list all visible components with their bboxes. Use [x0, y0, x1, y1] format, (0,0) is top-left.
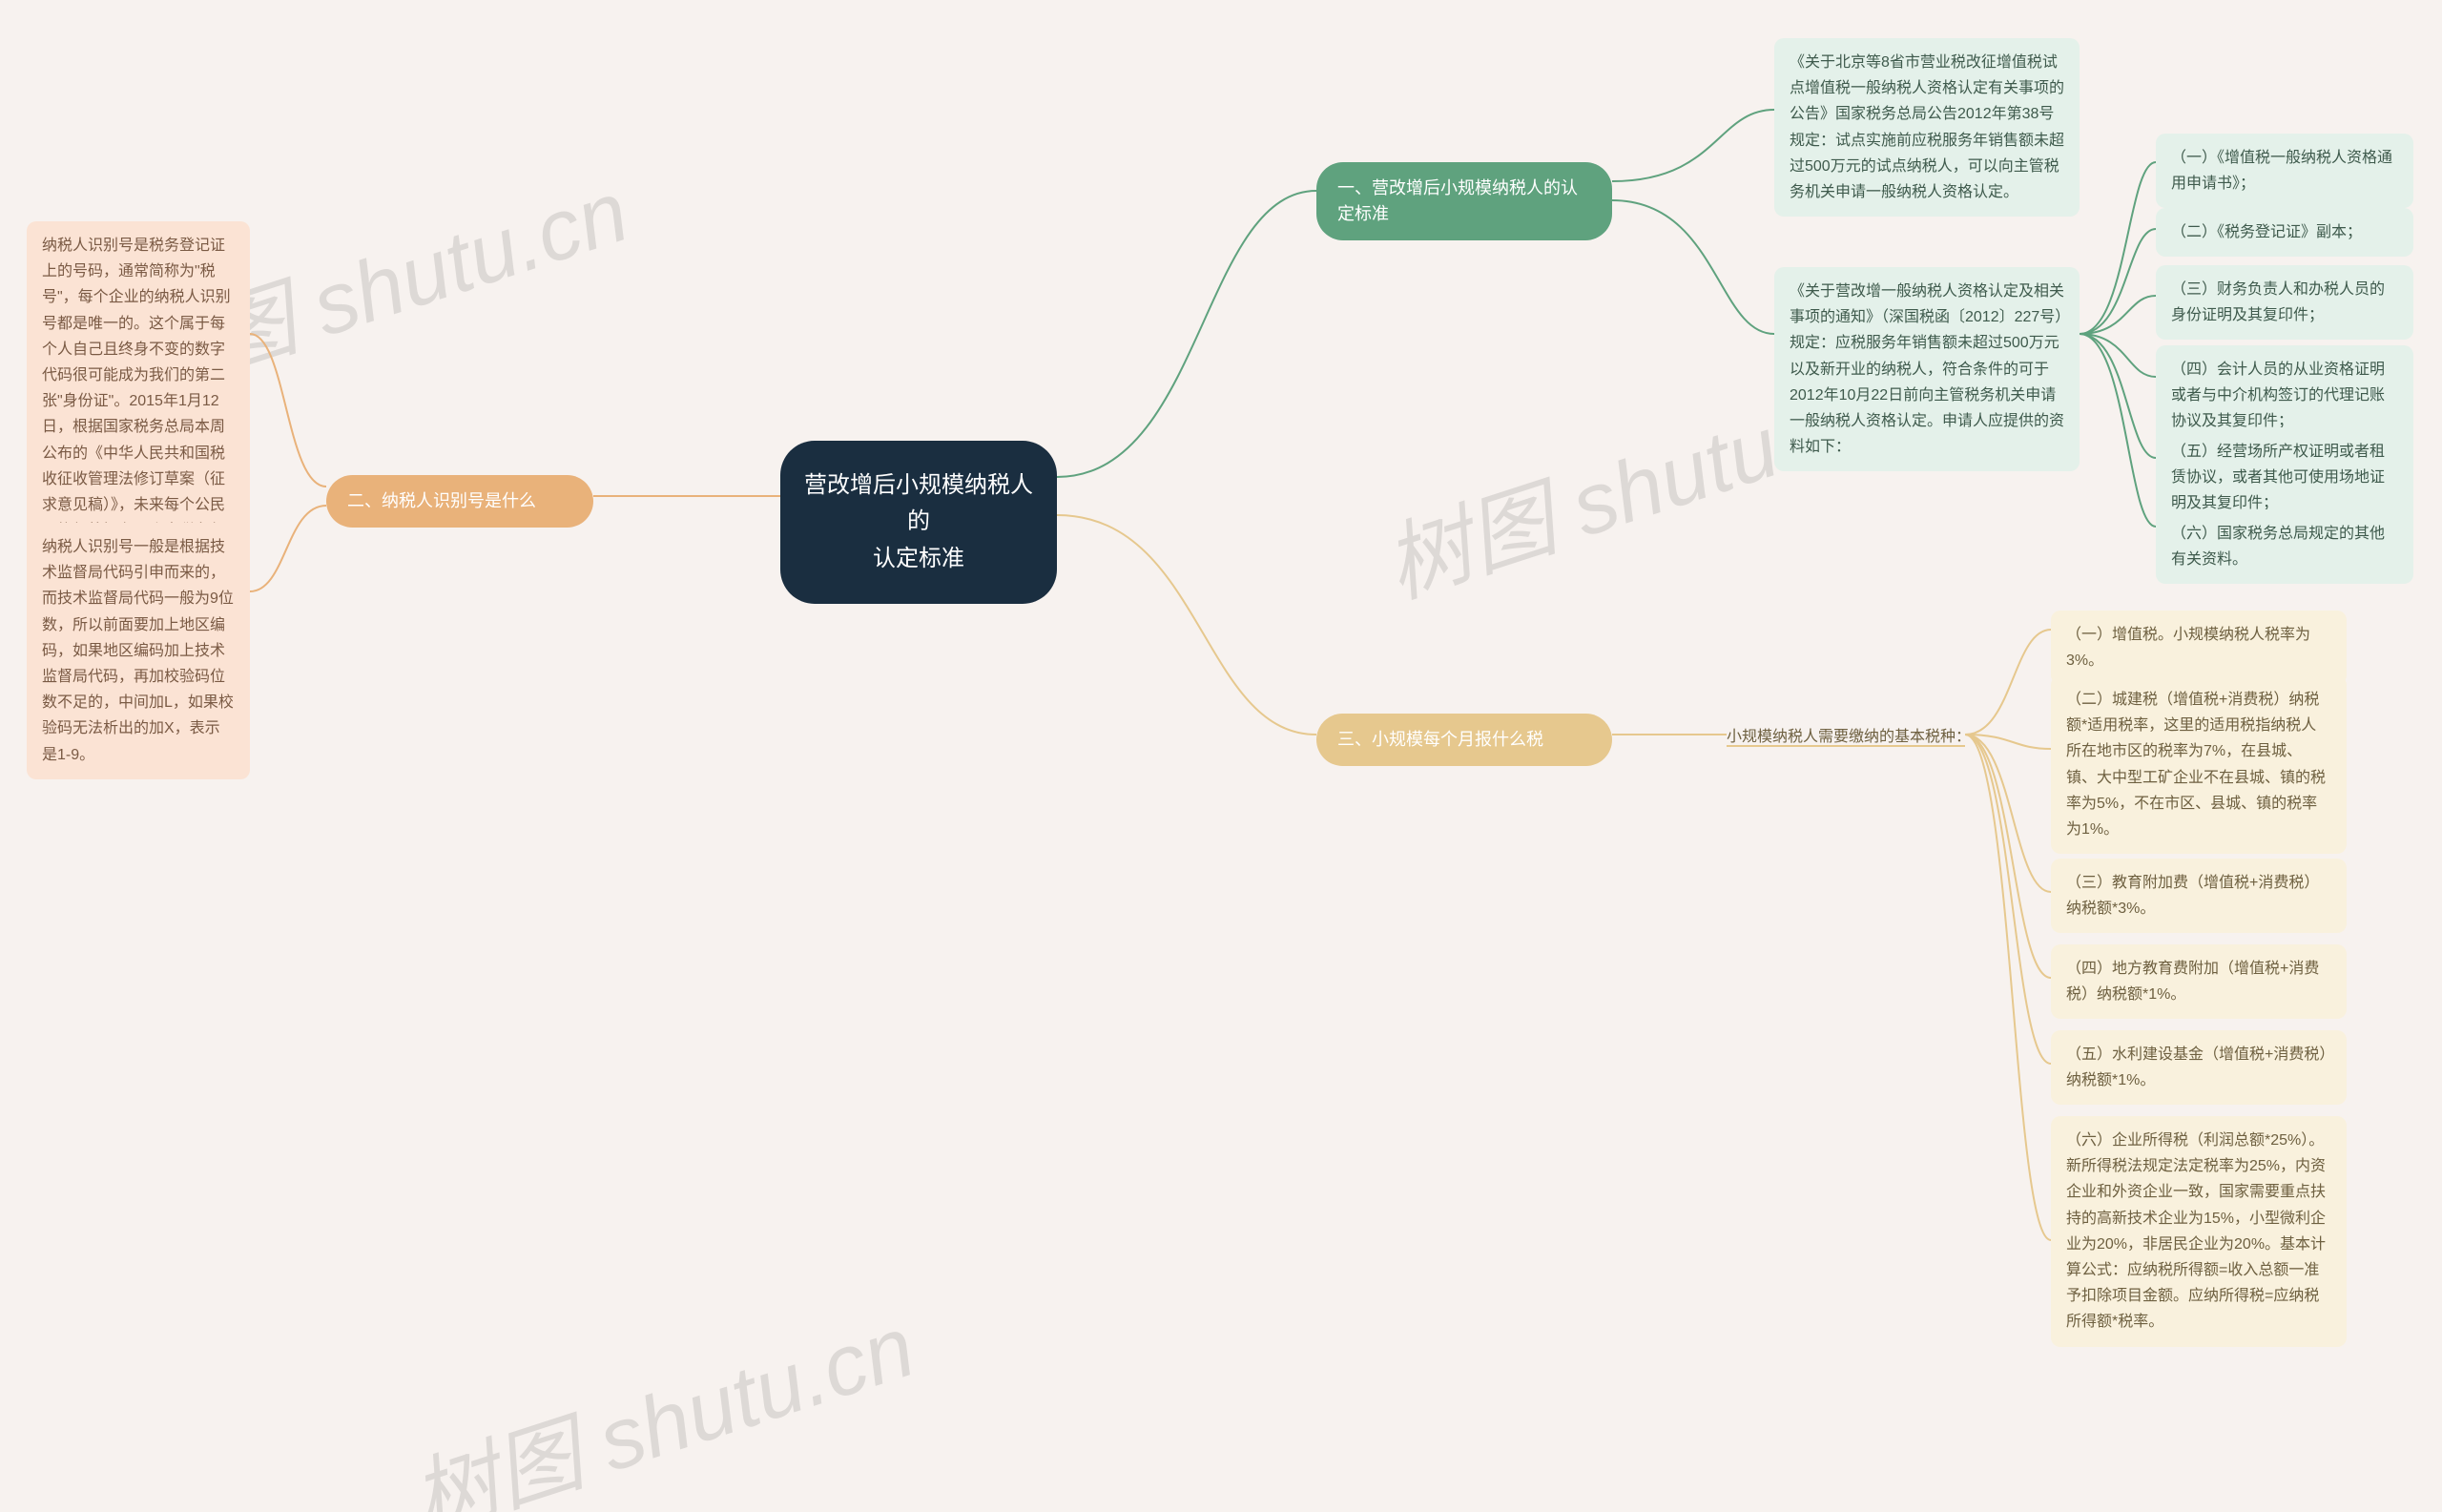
root-node[interactable]: 营改增后小规模纳税人的 认定标准 [780, 441, 1057, 604]
branch-1-item-1[interactable]: （一）《增值税一般纳税人资格通用申请书》； [2156, 134, 2413, 208]
branch-2-leaf-b[interactable]: 纳税人识别号一般是根据技术监督局代码引申而来的，而技术监督局代码一般为9位数，所… [27, 523, 250, 779]
branch-2[interactable]: 二、纳税人识别号是什么 [326, 475, 593, 528]
branch-3-item-4[interactable]: （四）地方教育费附加（增值税+消费税）纳税额*1%。 [2051, 944, 2347, 1019]
branch-1-item-3[interactable]: （三）财务负责人和办税人员的身份证明及其复印件； [2156, 265, 2413, 340]
branch-1[interactable]: 一、营改增后小规模纳税人的认定标准 [1316, 162, 1612, 240]
watermark: 树图 shutu.cn [394, 1277, 927, 1512]
branch-3-item-6[interactable]: （六）企业所得税（利润总额*25%）。新所得税法规定法定税率为25%，内资企业和… [2051, 1116, 2347, 1347]
mindmap-canvas: 树图 shutu.cn 树图 shutu.cn 树图 shutu.cn [0, 0, 2442, 1512]
branch-3-item-5[interactable]: （五）水利建设基金（增值税+消费税）纳税额*1%。 [2051, 1030, 2347, 1105]
branch-3[interactable]: 三、小规模每个月报什么税 [1316, 714, 1612, 766]
branch-3-item-1[interactable]: （一）增值税。小规模纳税人税率为3%。 [2051, 611, 2347, 685]
branch-3-label: 三、小规模每个月报什么税 [1337, 730, 1543, 749]
branch-3-item-2[interactable]: （二）城建税（增值税+消费税）纳税额*适用税率，这里的适用税指纳税人所在地市区的… [2051, 675, 2347, 854]
branch-1-leaf-b[interactable]: 《关于营改增一般纳税人资格认定及相关事项的通知》（深国税函〔2012〕227号）… [1774, 267, 2080, 471]
branch-3-subhead: 小规模纳税人需要缴纳的基本税种： [1727, 723, 1971, 746]
branch-1-item-6[interactable]: （六）国家税务总局规定的其他有关资料。 [2156, 509, 2413, 584]
root-title: 营改增后小规模纳税人的 认定标准 [804, 472, 1033, 571]
branch-1-label: 一、营改增后小规模纳税人的认定标准 [1337, 178, 1578, 223]
branch-3-item-3[interactable]: （三）教育附加费（增值税+消费税）纳税额*3%。 [2051, 859, 2347, 933]
branch-1-leaf-a[interactable]: 《关于北京等8省市营业税改征增值税试点增值税一般纳税人资格认定有关事项的公告》国… [1774, 38, 2080, 217]
branch-1-item-2[interactable]: （二）《税务登记证》副本； [2156, 208, 2413, 257]
branch-2-label: 二、纳税人识别号是什么 [347, 491, 536, 510]
